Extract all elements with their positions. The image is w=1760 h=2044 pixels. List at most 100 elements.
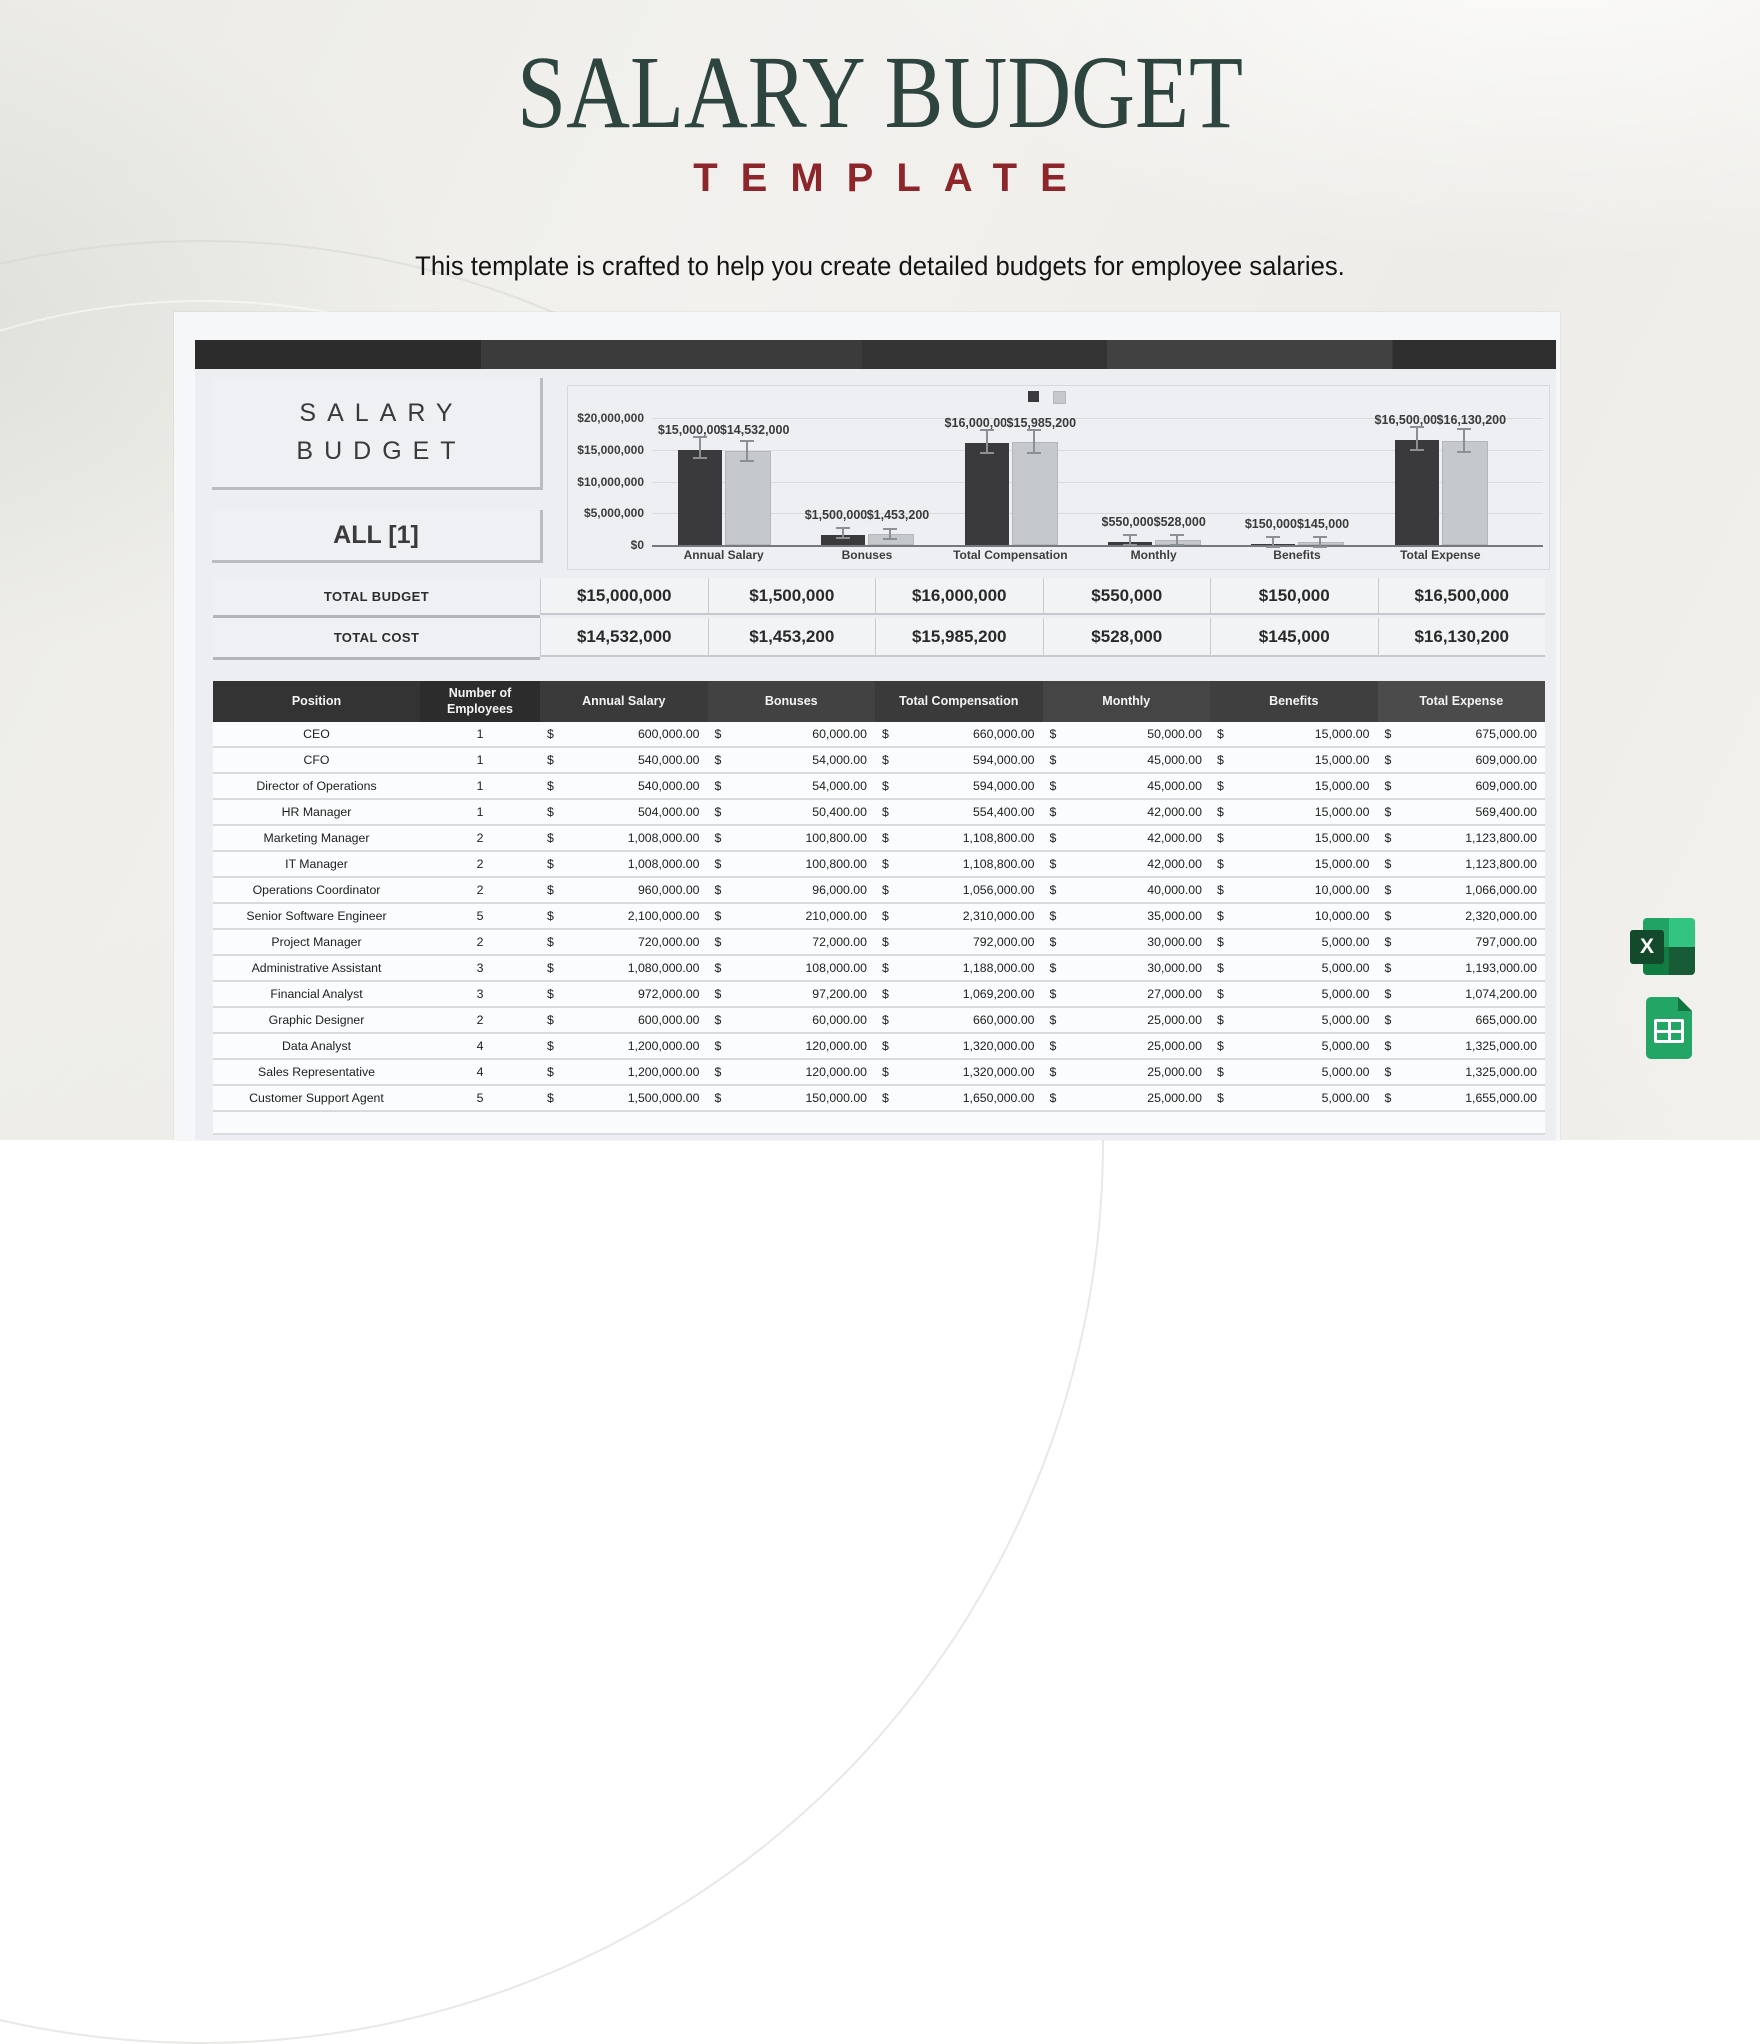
annual-salary-cell: $1,080,000.00 <box>540 956 708 980</box>
currency-symbol: $ <box>1384 831 1392 845</box>
currency-symbol: $ <box>1049 987 1057 1001</box>
x-axis-category-label: Benefits <box>1273 548 1321 562</box>
currency-symbol: $ <box>714 987 722 1001</box>
bar-data-labels: $550,000 $528,000 <box>1102 515 1206 529</box>
bonuses-cell: $210,000.00 <box>708 904 876 928</box>
error-bar <box>883 527 898 540</box>
employees-cell: 2 <box>476 857 484 871</box>
amount-value: 30,000.00 <box>1147 935 1202 949</box>
amount-value: 42,000.00 <box>1147 805 1202 819</box>
amount-value: 30,000.00 <box>1147 961 1202 975</box>
currency-symbol: $ <box>1217 987 1224 1001</box>
currency-symbol: $ <box>882 935 889 949</box>
total-cost-label: TOTAL COST <box>213 618 540 660</box>
total-compensation-cell: $2,310,000.00 <box>875 904 1043 928</box>
position-cell: IT Manager <box>285 857 348 871</box>
bonuses-cell: $108,000.00 <box>708 956 876 980</box>
currency-symbol: $ <box>1384 1091 1392 1105</box>
amount-value: 10,000.00 <box>1314 883 1370 897</box>
amount-value: 15,000.00 <box>1314 753 1370 767</box>
amount-value: 50,000.00 <box>1147 727 1202 741</box>
cost-data-label: $15,985,200 <box>1006 416 1077 431</box>
amount-value: 1,069,200.00 <box>962 987 1035 1001</box>
currency-symbol: $ <box>1217 909 1224 923</box>
annual-salary-cell: $1,200,000.00 <box>540 1034 708 1058</box>
currency-symbol: $ <box>1049 831 1057 845</box>
position-cell: Operations Coordinator <box>252 883 381 897</box>
error-bar <box>1170 533 1185 546</box>
bar-data-labels: $1,500,000 $1,453,200 <box>805 508 930 522</box>
amount-value: 25,000.00 <box>1147 1091 1202 1105</box>
monthly-cell: $25,000.00 <box>1043 1086 1211 1110</box>
employees-cell: 5 <box>476 909 484 923</box>
currency-symbol: $ <box>547 961 554 975</box>
chart-category-group: $16,500,000$16,130,200 Total Expense <box>1369 386 1512 569</box>
total-compensation-cell: $1,650,000.00 <box>875 1086 1043 1110</box>
monthly-cell: $25,000.00 <box>1043 1034 1211 1058</box>
excel-icon[interactable]: X <box>1630 917 1696 977</box>
monthly-cell: $40,000.00 <box>1043 878 1211 902</box>
currency-symbol: $ <box>547 909 554 923</box>
annual-salary-cell: $1,500,000.00 <box>540 1086 708 1110</box>
annual-salary-cell: $1,008,000.00 <box>540 826 708 850</box>
amount-value: 569,400.00 <box>1475 805 1537 819</box>
total-value-cell: $1,453,200 <box>707 618 875 657</box>
monthly-cell: $42,000.00 <box>1043 826 1211 850</box>
currency-symbol: $ <box>714 1039 722 1053</box>
amount-value: 15,000.00 <box>1314 857 1370 871</box>
table-header-row: Position Number of Employees Annual Salary… <box>213 681 1545 722</box>
annual-salary-cell: $600,000.00 <box>540 1008 708 1032</box>
amount-value: 660,000.00 <box>972 727 1035 741</box>
bonuses-cell: $150,000.00 <box>708 1086 876 1110</box>
google-sheets-icon[interactable] <box>1646 997 1692 1059</box>
currency-symbol: $ <box>1049 805 1057 819</box>
total-compensation-cell: $1,188,000.00 <box>875 956 1043 980</box>
amount-value: 960,000.00 <box>637 883 700 897</box>
currency-symbol: $ <box>547 857 554 871</box>
currency-symbol: $ <box>1217 857 1224 871</box>
amount-value: 15,000.00 <box>1314 727 1370 741</box>
currency-symbol: $ <box>714 857 722 871</box>
y-axis-tick: $15,000,000 <box>577 442 644 457</box>
currency-symbol: $ <box>1384 753 1392 767</box>
table-row: Senior Software Engineer 5 $2,100,000.00 $2… <box>213 904 1545 930</box>
table-row: IT Manager 2 $1,008,000.00 $100,800.00 $1,10… <box>213 852 1545 878</box>
amount-value: 15,000.00 <box>1314 831 1370 845</box>
position-cell: Senior Software Engineer <box>246 909 387 923</box>
amount-value: 1,188,000.00 <box>962 961 1035 975</box>
monthly-cell: $42,000.00 <box>1043 852 1211 876</box>
table-body: CEO 1 $600,000.00 $60,000.00 $660,000.00 $50,… <box>213 722 1545 1112</box>
table-empty-row <box>213 1112 1545 1135</box>
monthly-cell: $45,000.00 <box>1043 774 1211 798</box>
position-cell: HR Manager <box>281 805 352 819</box>
currency-symbol: $ <box>882 779 889 793</box>
budget-data-label: $1,500,000 <box>804 508 867 523</box>
currency-symbol: $ <box>1217 1091 1224 1105</box>
chart-gridline <box>652 513 1543 515</box>
currency-symbol: $ <box>1217 961 1224 975</box>
amount-value: 504,000.00 <box>637 805 700 819</box>
position-cell: CFO <box>303 753 330 767</box>
currency-symbol: $ <box>1384 805 1392 819</box>
employees-cell: 2 <box>476 935 484 949</box>
amount-value: 609,000.00 <box>1475 779 1537 793</box>
annual-salary-cell: $2,100,000.00 <box>540 904 708 928</box>
amount-value: 25,000.00 <box>1147 1013 1202 1027</box>
total-expense-cell: $2,320,000.00 <box>1378 904 1546 928</box>
benefits-cell: $5,000.00 <box>1210 956 1378 980</box>
amount-value: 45,000.00 <box>1147 753 1202 767</box>
header-annual-salary: Annual Salary <box>540 681 708 722</box>
currency-symbol: $ <box>882 1013 889 1027</box>
table-row: Graphic Designer 2 $600,000.00 $60,000.00 $6… <box>213 1008 1545 1034</box>
currency-symbol: $ <box>547 779 554 793</box>
total-expense-cell: $1,325,000.00 <box>1378 1034 1546 1058</box>
currency-symbol: $ <box>1217 805 1224 819</box>
currency-symbol: $ <box>1217 727 1224 741</box>
total-expense-cell: $665,000.00 <box>1378 1008 1546 1032</box>
x-axis-category-label: Total Expense <box>1400 548 1481 562</box>
position-cell: Data Analyst <box>281 1039 352 1053</box>
total-value-cell: $145,000 <box>1210 618 1378 657</box>
currency-symbol: $ <box>714 753 722 767</box>
slicer-all-filter[interactable]: ALL [1] <box>212 510 543 563</box>
amount-value: 2,100,000.00 <box>627 909 700 923</box>
